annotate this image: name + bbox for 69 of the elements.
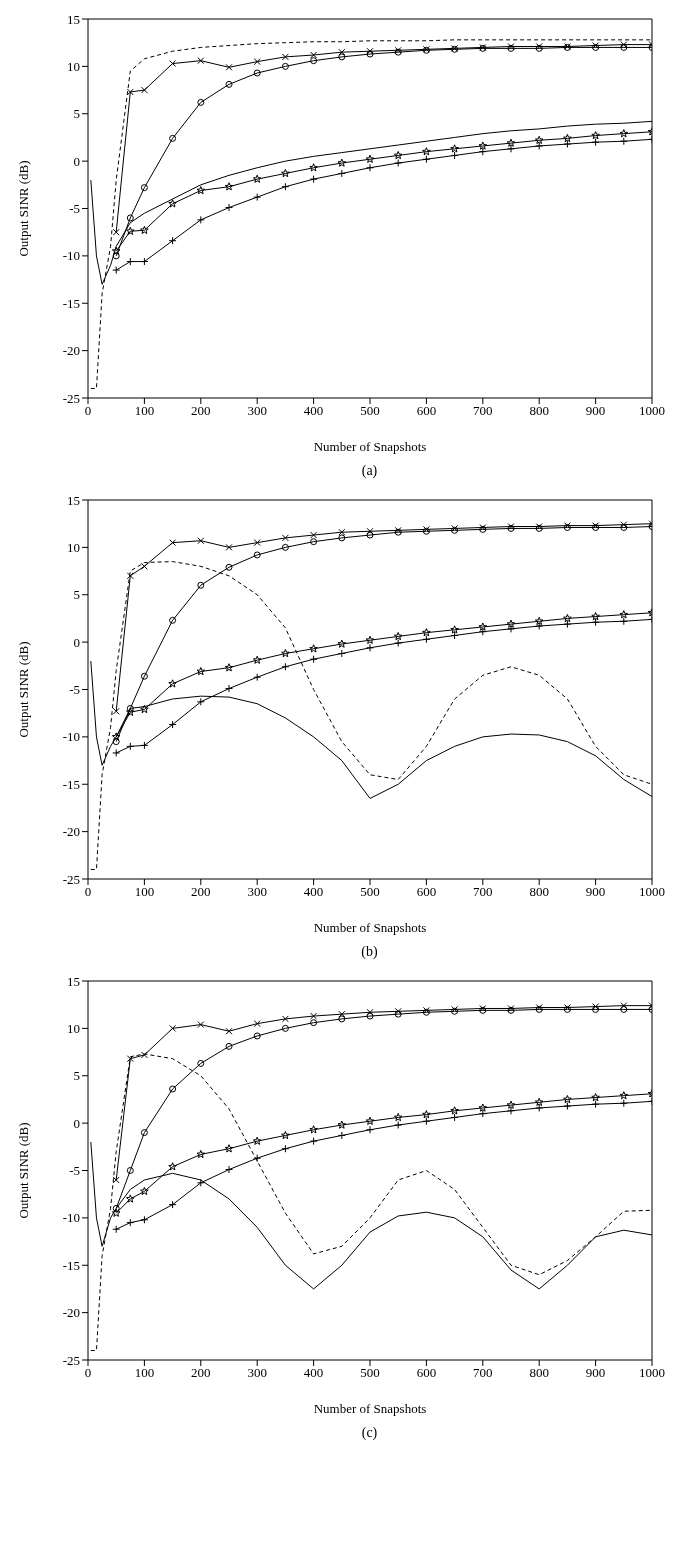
y-tick-label: 5 bbox=[73, 106, 80, 122]
y-tick-label: -25 bbox=[62, 390, 80, 406]
x-tick-label: 200 bbox=[191, 1365, 211, 1381]
y-tick-label: 5 bbox=[73, 1068, 80, 1084]
x-tick-label: 900 bbox=[585, 403, 606, 419]
x-tick-label: 400 bbox=[303, 884, 324, 900]
x-tick-label: 500 bbox=[360, 1365, 380, 1381]
y-axis-title: Output SINR (dB) bbox=[15, 1122, 31, 1219]
y-tick-label: -25 bbox=[62, 871, 80, 887]
x-axis-title: Number of Snapshots bbox=[313, 1401, 427, 1416]
y-tick-label: 15 bbox=[67, 492, 80, 508]
y-tick-label: 0 bbox=[73, 153, 80, 169]
y-tick-label: -5 bbox=[69, 201, 80, 217]
y-tick-label: -5 bbox=[69, 682, 80, 698]
x-tick-label: 900 bbox=[585, 884, 606, 900]
x-tick-label: 0 bbox=[84, 884, 92, 900]
text: (b) bbox=[360, 944, 379, 960]
x-tick-label: 100 bbox=[134, 403, 155, 419]
x-axis-title: Number of Snapshots bbox=[313, 439, 427, 454]
y-axis-title: Output SINR (dB) bbox=[15, 160, 31, 257]
x-tick-label: 100 bbox=[134, 1365, 155, 1381]
x-tick-label: 800 bbox=[529, 403, 549, 419]
text: (a) bbox=[360, 463, 379, 479]
y-tick-label: 0 bbox=[73, 1115, 80, 1131]
x-axis-title: Number of Snapshots bbox=[313, 920, 427, 935]
y-tick-label: -10 bbox=[62, 1210, 80, 1226]
x-tick-label: 1000 bbox=[639, 884, 665, 900]
x-tick-label: 200 bbox=[191, 884, 211, 900]
text: (c) bbox=[360, 1425, 379, 1441]
x-tick-label: 900 bbox=[585, 1365, 606, 1381]
y-tick-label: -15 bbox=[62, 295, 80, 311]
x-tick-label: 400 bbox=[303, 403, 324, 419]
y-tick-label: -20 bbox=[62, 343, 80, 359]
x-tick-label: 600 bbox=[416, 1365, 437, 1381]
x-tick-label: 500 bbox=[360, 884, 380, 900]
x-tick-label: 100 bbox=[134, 884, 155, 900]
x-tick-label: 800 bbox=[529, 884, 549, 900]
y-tick-label: -10 bbox=[62, 248, 80, 264]
y-tick-label: -25 bbox=[62, 1352, 80, 1368]
y-tick-label: -15 bbox=[62, 776, 80, 792]
x-tick-label: 600 bbox=[416, 403, 437, 419]
x-tick-label: 300 bbox=[247, 403, 267, 419]
y-tick-label: 10 bbox=[67, 1020, 80, 1036]
y-tick-label: 10 bbox=[67, 539, 80, 555]
x-tick-label: 200 bbox=[191, 403, 211, 419]
y-axis-title: Output SINR (dB) bbox=[15, 641, 31, 738]
y-tick-label: 5 bbox=[73, 587, 80, 603]
x-tick-label: 0 bbox=[84, 1365, 92, 1381]
y-tick-label: 10 bbox=[67, 58, 80, 74]
x-tick-label: 500 bbox=[360, 403, 380, 419]
y-tick-label: -20 bbox=[62, 1305, 80, 1321]
x-tick-label: 800 bbox=[529, 1365, 549, 1381]
y-tick-label: 0 bbox=[73, 634, 80, 650]
y-tick-label: 15 bbox=[67, 973, 80, 989]
x-tick-label: 0 bbox=[84, 403, 92, 419]
y-tick-label: -20 bbox=[62, 824, 80, 840]
x-tick-label: 600 bbox=[416, 884, 437, 900]
x-tick-label: 700 bbox=[473, 1365, 493, 1381]
y-tick-label: -15 bbox=[62, 1257, 80, 1273]
x-tick-label: 300 bbox=[247, 884, 267, 900]
x-tick-label: 1000 bbox=[639, 403, 665, 419]
x-tick-label: 1000 bbox=[639, 1365, 665, 1381]
y-tick-label: -5 bbox=[69, 1163, 80, 1179]
y-tick-label: -10 bbox=[62, 729, 80, 745]
x-tick-label: 700 bbox=[473, 403, 493, 419]
x-tick-label: 300 bbox=[247, 1365, 267, 1381]
x-tick-label: 400 bbox=[303, 1365, 324, 1381]
x-tick-label: 700 bbox=[473, 884, 493, 900]
y-tick-label: 15 bbox=[67, 11, 80, 27]
